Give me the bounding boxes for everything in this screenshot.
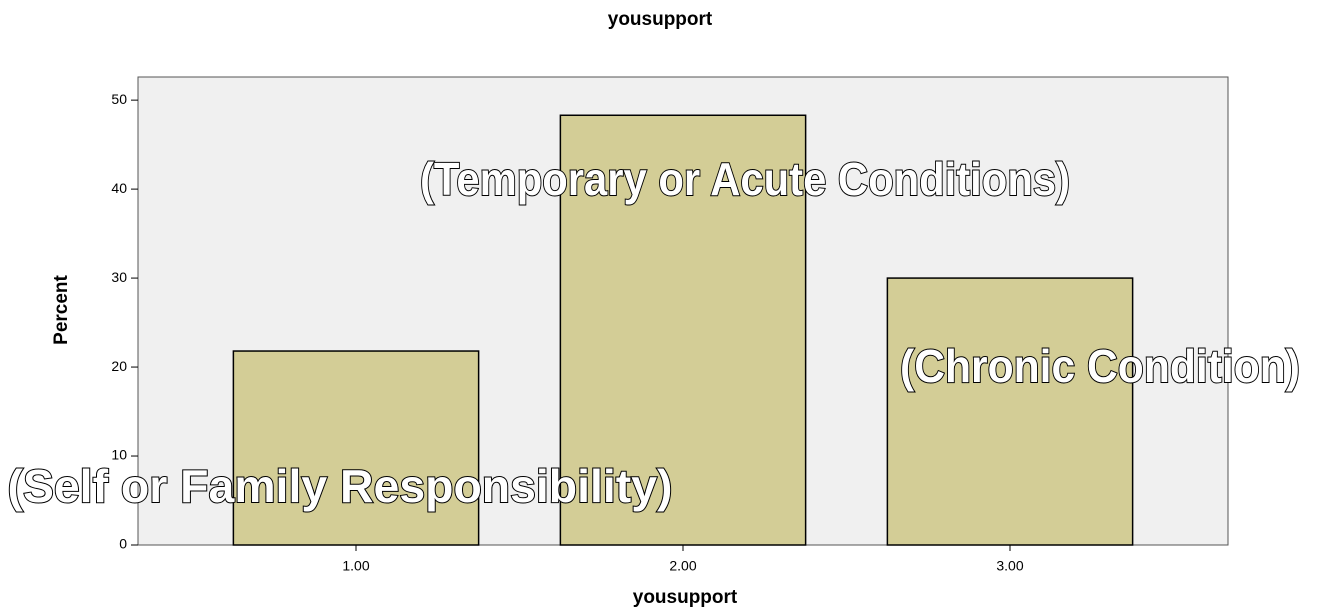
- y-tick-label: 0: [119, 536, 127, 552]
- y-axis-label: Percent: [51, 274, 72, 344]
- annotation: (Chronic Condition): [900, 340, 1300, 392]
- annotation: (Self or Family Responsibility): [8, 460, 673, 512]
- y-tick-label: 30: [111, 269, 127, 285]
- x-tick-label: 2.00: [669, 558, 696, 574]
- y-tick-label: 50: [111, 91, 127, 107]
- x-tick-label: 3.00: [996, 558, 1023, 574]
- y-tick-label: 20: [111, 358, 127, 374]
- bar: [232, 350, 480, 546]
- y-tick-label: 40: [111, 180, 127, 196]
- x-tick-label: 1.00: [342, 558, 369, 574]
- annotation: (Temporary or Acute Conditions): [420, 153, 1070, 205]
- bar: [886, 277, 1134, 546]
- bar: [559, 114, 807, 546]
- y-tick-label: 10: [111, 447, 127, 463]
- chart-title: yousupport: [608, 9, 713, 30]
- x-axis-label: yousupport: [633, 587, 738, 608]
